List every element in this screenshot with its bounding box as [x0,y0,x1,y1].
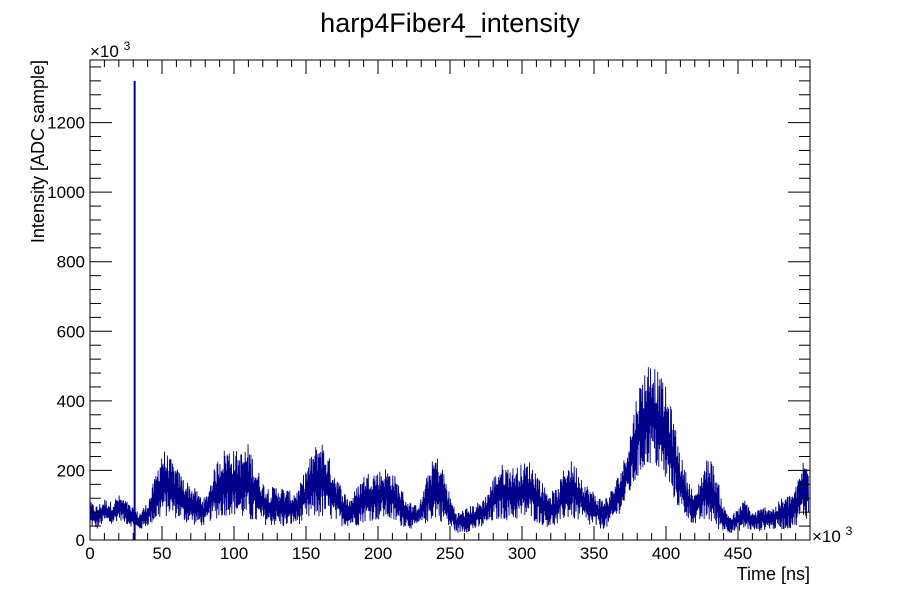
plot-area [89,59,811,541]
x-multiplier-exp: 3 [846,524,853,538]
x-axis-label: Time [ns] [737,564,810,584]
axes: 0 50 100 150 200 250 300 350 400 450 0 200 400 600 800… [47,60,811,563]
y-multiplier-base: ×10 [90,42,119,61]
chart-title: harp4Fiber4_intensity [320,8,580,38]
data-trace [89,367,810,533]
y-tick-label: 400 [57,392,85,411]
x-tick-label: 150 [292,544,320,563]
x-tick-label: 50 [153,544,172,563]
y-tick-label: 200 [57,461,85,480]
x-multiplier-base: ×10 [812,527,841,546]
y-tick-label: 600 [57,322,85,341]
x-tick-label: 250 [436,544,464,563]
y-multiplier: ×10 3 [90,39,131,61]
plot-frame [89,59,811,541]
y-tick-label: 0 [76,531,85,550]
x-tick-label: 100 [220,544,248,563]
y-tick-label: 1200 [47,114,85,133]
y-tick-label: 800 [57,253,85,272]
x-tick-label: 200 [364,544,392,563]
x-tick-label: 450 [724,544,752,563]
x-tick-label: 0 [85,544,94,563]
x-tick-label: 300 [508,544,536,563]
y-tick-label: 1000 [47,183,85,202]
y-axis-label: Intensity [ADC sample] [28,60,48,243]
y-multiplier-exp: 3 [124,39,131,53]
x-tick-label: 350 [580,544,608,563]
data-series [89,80,810,540]
x-multiplier: ×10 3 [812,524,853,546]
x-tick-label: 400 [652,544,680,563]
